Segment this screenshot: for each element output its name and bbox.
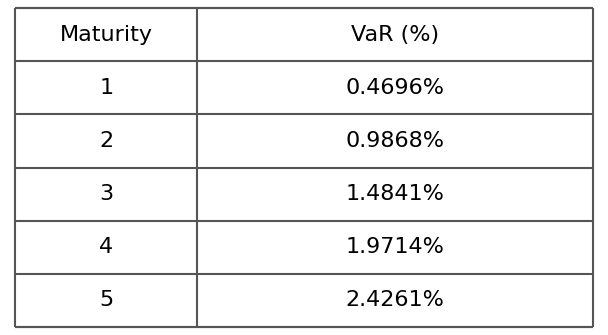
Text: 1.9714%: 1.9714% — [345, 237, 444, 257]
Text: Maturity: Maturity — [60, 25, 153, 45]
Text: 4: 4 — [99, 237, 113, 257]
Text: 0.4696%: 0.4696% — [345, 78, 444, 98]
Text: VaR (%): VaR (%) — [351, 25, 439, 45]
Text: 2.4261%: 2.4261% — [345, 290, 444, 310]
Text: 3: 3 — [99, 184, 113, 204]
Text: 2: 2 — [99, 131, 113, 151]
Text: 1.4841%: 1.4841% — [345, 184, 444, 204]
Text: 5: 5 — [99, 290, 113, 310]
Text: 1: 1 — [99, 78, 113, 98]
Text: 0.9868%: 0.9868% — [345, 131, 444, 151]
